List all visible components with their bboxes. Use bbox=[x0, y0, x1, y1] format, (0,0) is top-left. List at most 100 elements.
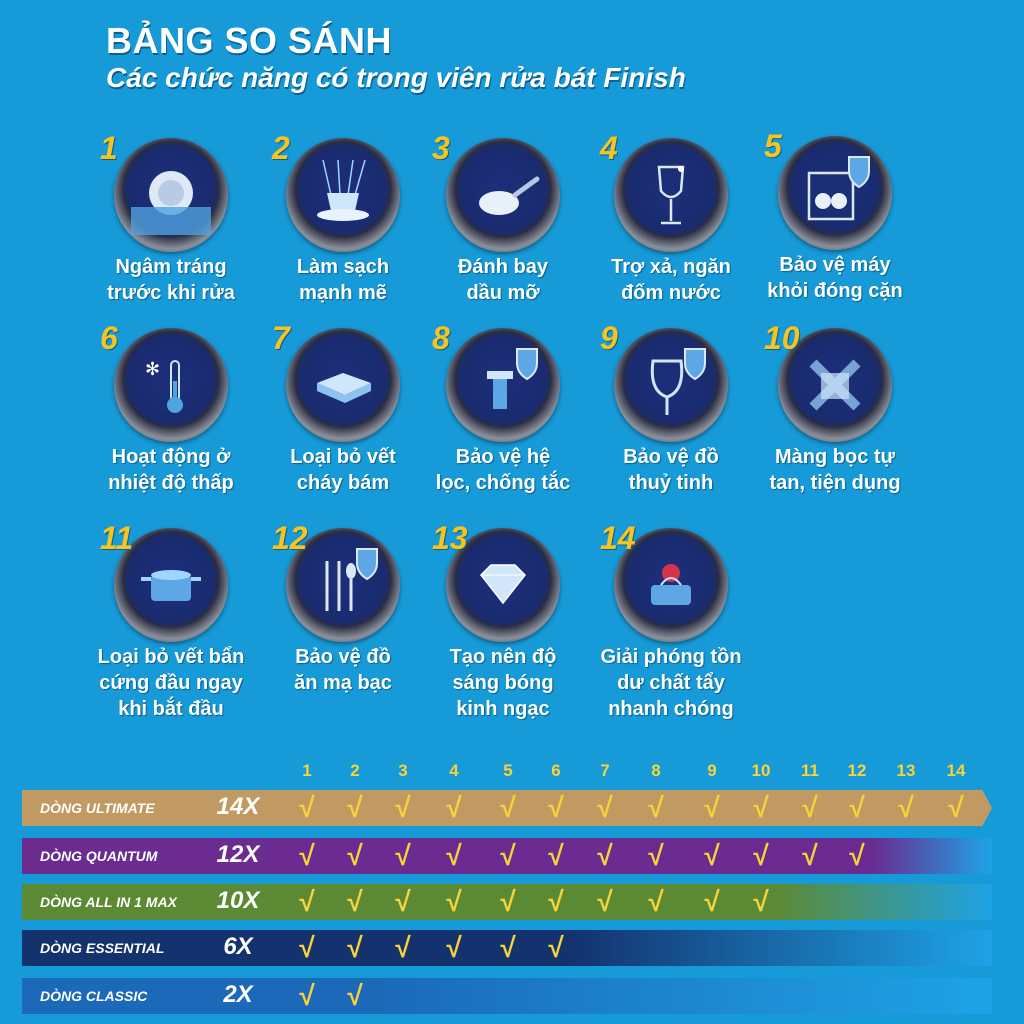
thermometer-icon: ✻ bbox=[145, 359, 183, 413]
check-mark-icon: √ bbox=[446, 840, 462, 871]
comparison-row: DÒNG ALL IN 1 MAX 10X √ √ √ √ √ √ √ √ √ √ bbox=[22, 884, 992, 920]
feature-icon-circle bbox=[446, 138, 560, 252]
feature-number: 6 bbox=[100, 320, 118, 356]
feature-label-line: Trợ xả, ngăn bbox=[611, 256, 731, 278]
row-feature-count: 10X bbox=[216, 887, 260, 914]
feature-label: Đánh bay dầu mỡ bbox=[412, 254, 594, 306]
feature-icon-circle: ✻ bbox=[114, 328, 228, 442]
feature-item: 9 Bảo vệ đồ thuỷ tinh bbox=[600, 320, 770, 520]
check-mark-icon: √ bbox=[753, 792, 769, 823]
check-mark-icon: √ bbox=[648, 792, 664, 823]
feature-item: 8 Bảo vệ hệ lọc, chống tắc bbox=[432, 320, 602, 520]
check-mark-icon: √ bbox=[446, 932, 462, 963]
feature-label-line: Loại bỏ vết bbox=[290, 446, 396, 468]
check-mark-icon: √ bbox=[548, 792, 564, 823]
feature-label-line: dầu mỡ bbox=[466, 282, 540, 304]
feature-label-line: nhiệt độ thấp bbox=[108, 472, 234, 494]
check-mark-icon: √ bbox=[597, 886, 613, 917]
check-mark-icon: √ bbox=[849, 840, 865, 871]
cup-spray-icon bbox=[317, 159, 369, 221]
check-mark-icon: √ bbox=[648, 886, 664, 917]
check-mark-icon: √ bbox=[548, 886, 564, 917]
check-mark-icon: √ bbox=[347, 792, 363, 823]
check-mark-icon: √ bbox=[500, 792, 516, 823]
feature-number: 4 bbox=[600, 130, 618, 166]
feature-label-line: Bảo vệ hệ bbox=[455, 446, 551, 468]
feature-label-line: đốm nước bbox=[621, 282, 721, 304]
diamond-icon bbox=[479, 564, 527, 605]
feature-item: 10 Màng bọc tự tan, tiện dụng bbox=[764, 320, 934, 520]
feature-label-line: khi bắt đầu bbox=[118, 698, 224, 720]
feature-label-line: lọc, chống tắc bbox=[435, 472, 571, 494]
feature-label-line: Giải phóng tồn bbox=[600, 646, 742, 668]
feature-number: 1 bbox=[100, 130, 118, 166]
cutlery-shield-icon bbox=[325, 548, 378, 611]
feature-label: Bảo vệ máy khỏi đóng cặn bbox=[744, 252, 926, 304]
feature-number: 3 bbox=[432, 130, 450, 166]
feature-label-line: Ngâm tráng bbox=[115, 256, 227, 278]
check-mark-icon: √ bbox=[802, 840, 818, 871]
feature-label-line: sáng bóng bbox=[452, 672, 554, 694]
column-header: 4 bbox=[449, 761, 459, 780]
feature-number: 14 bbox=[600, 520, 636, 556]
check-mark-icon: √ bbox=[395, 840, 411, 871]
check-mark-icon: √ bbox=[948, 792, 964, 823]
feature-label: Màng bọc tự tan, tiện dụng bbox=[744, 444, 926, 496]
check-mark-icon: √ bbox=[704, 792, 720, 823]
feature-label-line: kinh ngạc bbox=[456, 698, 550, 720]
check-mark-icon: √ bbox=[597, 840, 613, 871]
row-feature-count: 6X bbox=[223, 933, 253, 960]
feature-label-line: Bảo vệ máy bbox=[779, 254, 891, 276]
check-mark-icon: √ bbox=[500, 932, 516, 963]
check-mark-icon: √ bbox=[299, 792, 315, 823]
comparison-row: DÒNG CLASSIC 2X √ √ bbox=[22, 978, 992, 1014]
column-header: 13 bbox=[896, 761, 916, 780]
feature-number: 2 bbox=[272, 130, 290, 166]
glass-shield-icon bbox=[650, 348, 706, 415]
row-feature-count: 14X bbox=[216, 793, 260, 820]
feature-label: Hoạt động ở nhiệt độ thấp bbox=[80, 444, 262, 496]
check-mark-icon: √ bbox=[849, 792, 865, 823]
check-mark-icon: √ bbox=[395, 886, 411, 917]
row-name: DÒNG ALL IN 1 MAX bbox=[40, 894, 177, 910]
row-background bbox=[22, 930, 992, 966]
feature-label: Tạo nên độ sáng bóng kinh ngạc bbox=[412, 644, 594, 722]
check-mark-icon: √ bbox=[648, 840, 664, 871]
feature-icon-circle bbox=[286, 328, 400, 442]
check-mark-icon: √ bbox=[299, 840, 315, 871]
row-name: DÒNG QUANTUM bbox=[40, 848, 158, 864]
feature-label: Ngâm tráng trước khi rửa bbox=[80, 254, 262, 306]
check-mark-icon: √ bbox=[597, 792, 613, 823]
feature-item: 5 Bảo vệ máy khỏi đóng cặn bbox=[764, 128, 934, 328]
comparison-row: DÒNG ULTIMATE 14X √ √ √ √ √ √ √ √ √ √ √ √ √ √ bbox=[22, 790, 992, 826]
feature-number: 10 bbox=[764, 320, 800, 356]
feature-label: Loại bỏ vết cháy bám bbox=[252, 444, 434, 496]
column-header: 3 bbox=[398, 761, 408, 780]
baking-dish-icon bbox=[317, 373, 371, 403]
check-mark-icon: √ bbox=[347, 840, 363, 871]
feature-label-line: Bảo vệ đồ bbox=[295, 646, 391, 668]
feature-icon-circle bbox=[446, 528, 560, 642]
row-name: DÒNG CLASSIC bbox=[40, 988, 148, 1004]
feature-number: 7 bbox=[272, 320, 290, 356]
check-mark-icon: √ bbox=[548, 932, 564, 963]
feature-label: Bảo vệ hệ lọc, chống tắc bbox=[412, 444, 594, 496]
feature-item: 14 Giải phóng tồn dư chất tẩy nhanh chóng bbox=[600, 520, 770, 720]
feature-number: 13 bbox=[432, 520, 468, 556]
page-title: BẢNG SO SÁNH bbox=[106, 20, 393, 61]
check-mark-icon: √ bbox=[704, 840, 720, 871]
feature-item: ✻ 6 Hoạt động ở nhiệt độ thấp bbox=[100, 320, 270, 520]
feature-item: 4 Trợ xả, ngăn đốm nước bbox=[600, 130, 770, 330]
feature-label: Trợ xả, ngăn đốm nước bbox=[580, 254, 762, 306]
page-subtitle: Các chức năng có trong viên rửa bát Fini… bbox=[106, 62, 686, 93]
feature-label-line: thuỷ tinh bbox=[628, 472, 714, 494]
row-feature-count: 2X bbox=[223, 981, 253, 1008]
feature-label-line: ăn mạ bạc bbox=[294, 672, 392, 694]
row-background bbox=[22, 978, 992, 1014]
column-header: 1 bbox=[302, 761, 312, 780]
feature-label-line: Tạo nên độ bbox=[449, 646, 557, 668]
check-mark-icon: √ bbox=[395, 932, 411, 963]
check-mark-icon: √ bbox=[446, 792, 462, 823]
check-mark-icon: √ bbox=[347, 932, 363, 963]
comparison-row: DÒNG QUANTUM 12X √ √ √ √ √ √ √ √ √ √ √ √ bbox=[22, 838, 992, 874]
